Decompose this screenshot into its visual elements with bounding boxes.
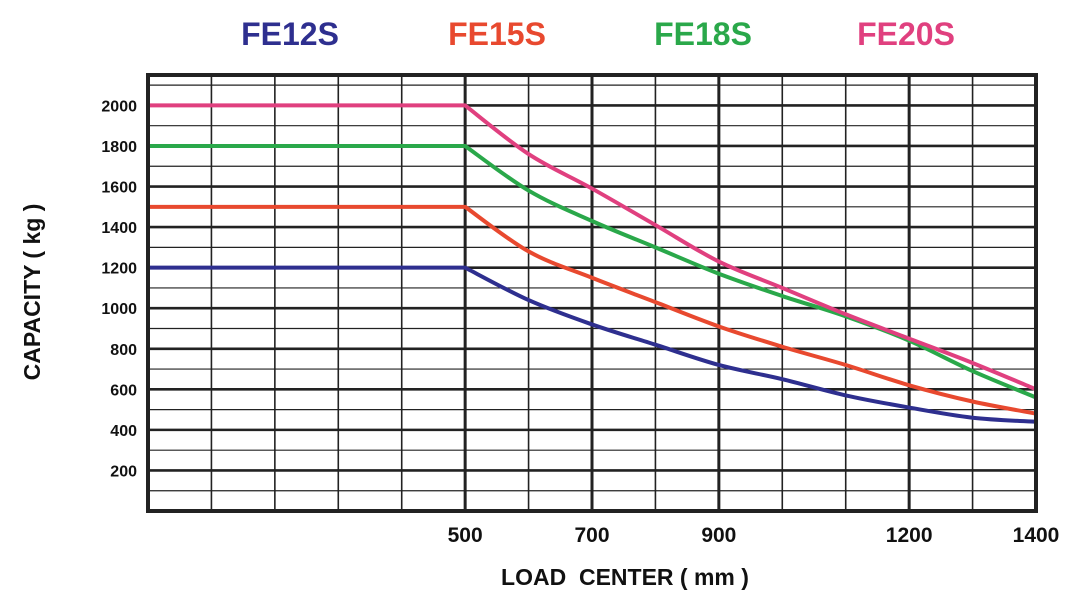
- y-tick-label: 1600: [101, 180, 137, 197]
- y-tick-label: 1200: [101, 261, 137, 278]
- legend: FE12S FE15S FE18S FE20S: [241, 16, 955, 52]
- y-tick-label: 400: [110, 423, 137, 440]
- series-line-fe15s: [146, 204, 1038, 416]
- y-tick-label: 1400: [101, 220, 137, 237]
- plot-border: [146, 73, 1038, 513]
- grid: [148, 75, 1036, 511]
- legend-item-fe15s: FE15S: [448, 16, 546, 52]
- plot-frame: [146, 73, 1038, 513]
- legend-item-fe18s: FE18S: [654, 16, 752, 52]
- x-tick-label: 1200: [886, 524, 933, 547]
- legend-item-fe20s: FE20S: [857, 16, 955, 52]
- series-line-fe18s: [146, 143, 1038, 400]
- y-tick-label: 800: [110, 342, 137, 359]
- y-tick-label: 200: [110, 463, 137, 480]
- x-axis-title: LOAD CENTER ( mm ): [501, 564, 749, 590]
- x-tick-labels: 500 700 900 1200 1400: [448, 524, 1060, 547]
- x-tick-label: 500: [448, 524, 483, 547]
- x-tick-label: 900: [701, 524, 736, 547]
- y-tick-label: 1000: [101, 301, 137, 318]
- y-tick-label: 600: [110, 382, 137, 399]
- y-axis-title: CAPACITY ( kg ): [19, 204, 45, 381]
- series-line-fe12s: [146, 265, 1038, 424]
- series-lines: [146, 103, 1038, 424]
- x-tick-label: 700: [574, 524, 609, 547]
- legend-item-fe12s: FE12S: [241, 16, 339, 52]
- y-tick-labels: 200 400 600 800 1000 1200 1400 1600 1800 2000: [101, 98, 137, 480]
- series-line-fe20s: [146, 103, 1038, 392]
- y-tick-label: 2000: [101, 98, 137, 115]
- x-tick-label: 1400: [1013, 524, 1060, 547]
- y-tick-label: 1800: [101, 139, 137, 156]
